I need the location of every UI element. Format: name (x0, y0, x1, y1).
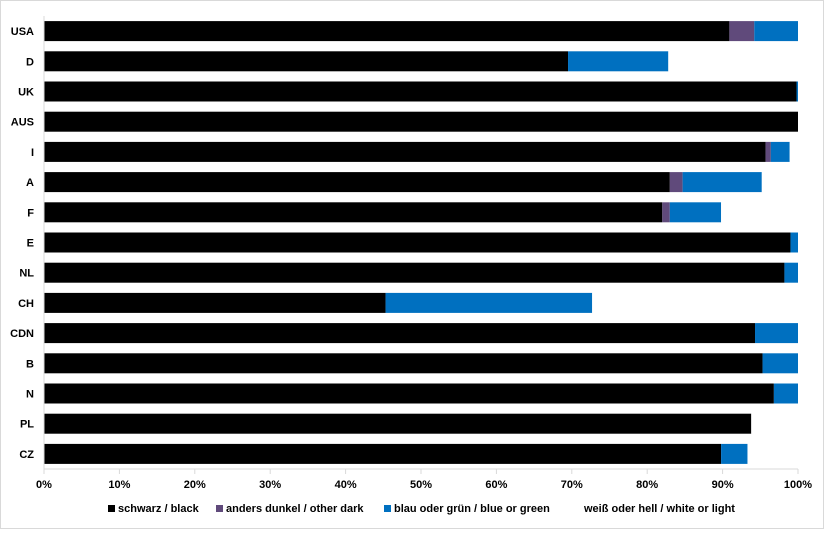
bar-segment-i-series-1 (765, 141, 771, 162)
bar-segment-cz-series-2 (721, 443, 748, 464)
bar-segment-cz-series-0 (44, 443, 722, 464)
bar-segment-pl-series-0 (44, 413, 752, 434)
bar-segment-a-series-0 (44, 172, 670, 193)
x-tick-label: 20% (184, 479, 206, 491)
bar-segment-nl-series-2 (784, 262, 798, 283)
x-tick-label: 30% (259, 479, 281, 491)
x-tick-label: 0% (36, 479, 52, 491)
bars-group (44, 21, 798, 464)
bar-segment-a-series-1 (669, 172, 683, 193)
bar-segment-f-series-1 (662, 202, 670, 223)
legend-label-1: anders dunkel / other dark (226, 503, 364, 515)
bar-segment-n-series-0 (44, 383, 774, 404)
x-tick-label: 60% (485, 479, 507, 491)
legend-swatch-1 (216, 505, 223, 512)
category-label-uk: UK (18, 87, 34, 99)
category-label-i: I (31, 147, 34, 159)
bar-segment-i-series-3 (789, 141, 798, 162)
category-label-ch: CH (18, 298, 34, 310)
category-label-n: N (26, 389, 34, 401)
bar-segment-a-series-3 (761, 172, 798, 193)
bar-segment-d-series-0 (44, 51, 569, 72)
bar-segment-ch-series-2 (385, 292, 593, 313)
bar-segment-i-series-0 (44, 141, 766, 162)
x-tick-label: 80% (636, 479, 658, 491)
legend-swatch-3 (574, 505, 581, 512)
bar-segment-d-series-3 (668, 51, 798, 72)
x-tick-label: 100% (784, 479, 812, 491)
legend-swatch-2 (384, 505, 391, 512)
category-label-usa: USA (11, 26, 34, 38)
bar-segment-d-series-2 (568, 51, 669, 72)
legend-label-0: schwarz / black (118, 503, 200, 515)
bar-segment-b-series-2 (762, 353, 798, 374)
bar-segment-usa-series-2 (754, 21, 798, 42)
category-label-b: B (26, 358, 34, 370)
bar-segment-e-series-0 (44, 232, 791, 253)
bar-segment-usa-series-1 (729, 21, 755, 42)
category-labels: USA D UK AUS I A F E NL CH CDN B N PL CZ (10, 26, 34, 461)
bar-segment-n-series-2 (773, 383, 798, 404)
bar-segment-cdn-series-0 (44, 323, 756, 344)
bar-segment-f-series-0 (44, 202, 663, 223)
x-tick-label: 70% (561, 479, 583, 491)
category-label-e: E (27, 238, 34, 250)
category-label-pl: PL (20, 419, 34, 431)
x-tick-label: 40% (335, 479, 357, 491)
bar-segment-pl-series-3 (751, 413, 798, 434)
category-label-nl: NL (19, 268, 34, 280)
bar-segment-aus-series-0 (44, 111, 798, 132)
category-label-d: D (26, 56, 34, 68)
category-label-cdn: CDN (10, 328, 34, 340)
legend-label-2: blau oder grün / blue or green (394, 503, 550, 515)
x-tick-label: 50% (410, 479, 432, 491)
bar-segment-nl-series-0 (44, 262, 785, 283)
bar-segment-f-series-2 (669, 202, 722, 223)
x-tick-label: 10% (108, 479, 130, 491)
bar-segment-ch-series-3 (592, 292, 798, 313)
bar-segment-usa-series-0 (44, 21, 730, 42)
legend: schwarz / black anders dunkel / other dar… (108, 503, 735, 515)
bar-segment-e-series-2 (790, 232, 798, 253)
bar-segment-uk-series-0 (44, 81, 797, 102)
bar-segment-cdn-series-2 (755, 323, 798, 344)
category-label-cz: CZ (19, 449, 34, 461)
legend-label-3: weiß oder hell / white or light (583, 503, 735, 515)
bar-segment-a-series-2 (682, 172, 762, 193)
category-label-aus: AUS (11, 117, 34, 129)
bar-segment-i-series-2 (770, 141, 790, 162)
x-tick-label: 90% (712, 479, 734, 491)
bar-segment-uk-series-2 (796, 81, 798, 102)
x-tick-labels: 0% 10% 20% 30% 40% 50% 60% 70% 80% 90% 100% (36, 479, 812, 491)
bar-segment-f-series-3 (721, 202, 798, 223)
legend-swatch-0 (108, 505, 115, 512)
category-label-a: A (26, 177, 34, 189)
bar-segment-cz-series-3 (747, 443, 798, 464)
x-tick-marks (43, 469, 799, 474)
bar-segment-ch-series-0 (44, 292, 386, 313)
category-label-f: F (27, 207, 34, 219)
bar-segment-b-series-0 (44, 353, 763, 374)
